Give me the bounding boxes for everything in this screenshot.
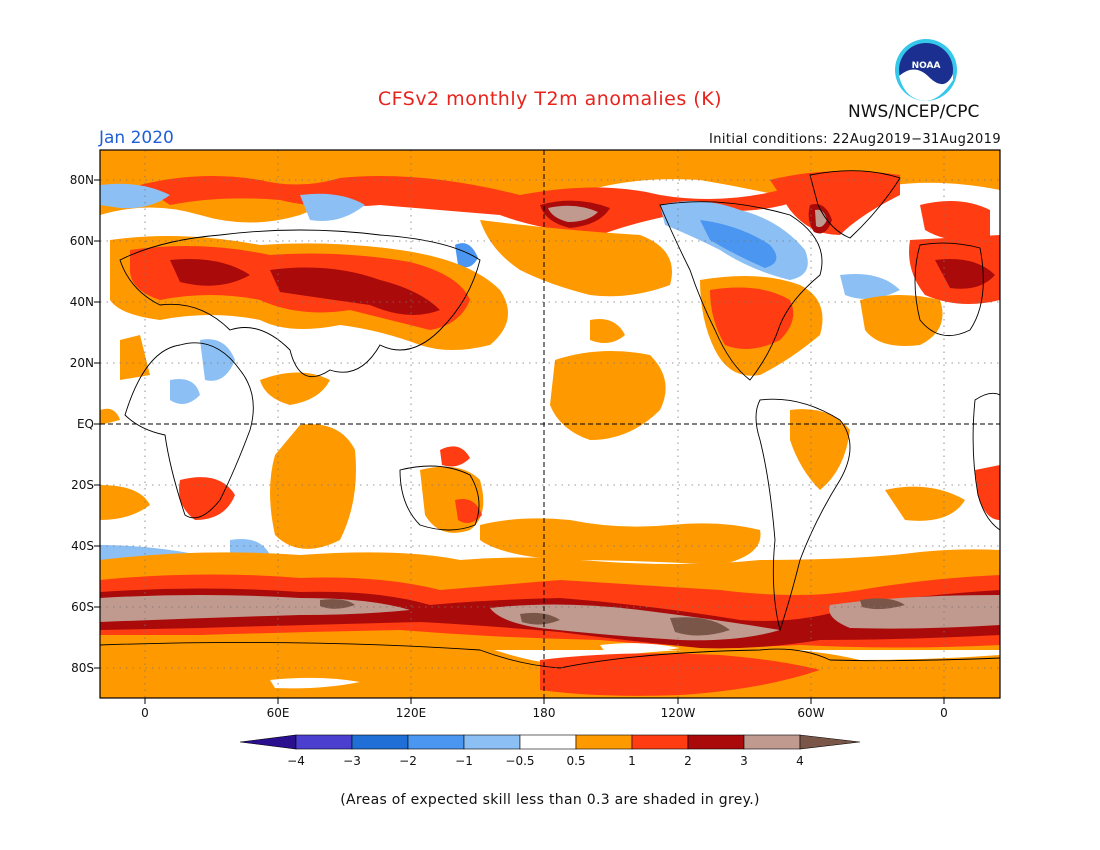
lon-label: 120E	[395, 706, 427, 720]
lon-label: 120W	[660, 706, 696, 720]
colorbar-label: 2	[684, 754, 692, 768]
lon-label: 60W	[797, 706, 825, 720]
lat-label: 40S	[71, 539, 94, 553]
lon-label: 180	[532, 706, 556, 720]
colorbar-label: 1	[628, 754, 636, 768]
initial-conditions: Initial conditions: 22Aug2019−31Aug2019	[708, 132, 1001, 147]
colorbar-label: 3	[740, 754, 748, 768]
noaa-logo-text: NOAA	[912, 61, 941, 71]
lon-label: 0	[940, 706, 948, 720]
eurasia-coast	[119, 229, 481, 378]
lon-label: 0	[141, 706, 149, 720]
map-title: CFSv2 monthly T2m anomalies (K)	[377, 88, 723, 110]
noaa-logo: NOAA	[895, 39, 957, 101]
skill-note: (Areas of expected skill less than 0.3 a…	[340, 792, 760, 808]
colorbar-label: 0.5	[566, 754, 586, 768]
africa-coast	[124, 342, 254, 519]
lat-label: 60S	[71, 600, 94, 614]
colorbar	[239, 734, 861, 750]
africa-east-coast	[972, 392, 1000, 531]
australia-coast	[399, 465, 480, 531]
south-america-coast	[755, 398, 851, 632]
lat-label: EQ	[76, 417, 94, 431]
lat-label: 20N	[69, 356, 94, 370]
forecast-month: Jan 2020	[99, 128, 174, 148]
colorbar-label: −2	[399, 754, 417, 768]
greenland-coast	[809, 170, 901, 239]
org-label: NWS/NCEP/CPC	[848, 102, 980, 122]
colorbar-label: −0.5	[505, 754, 535, 768]
lat-label: 60N	[69, 234, 94, 248]
lon-label: 60E	[266, 706, 290, 720]
tick-marks	[94, 179, 945, 704]
lat-label: 40N	[69, 295, 94, 309]
coastlines	[100, 170, 1000, 669]
lat-label: 80S	[71, 661, 94, 675]
antarctica-coast	[100, 641, 1000, 669]
north-america-coast	[659, 201, 823, 381]
reference-lines	[100, 150, 1000, 698]
colorbar-low-arrow	[239, 734, 297, 750]
colorbar-label: −1	[455, 754, 473, 768]
lat-label: 20S	[71, 478, 94, 492]
colorbar-high-arrow	[799, 734, 861, 750]
colorbar-label: 4	[796, 754, 804, 768]
lat-label: 80N	[69, 173, 94, 187]
colorbar-label: −3	[343, 754, 361, 768]
europe-coast	[914, 242, 984, 337]
colorbar-label: −4	[287, 754, 305, 768]
